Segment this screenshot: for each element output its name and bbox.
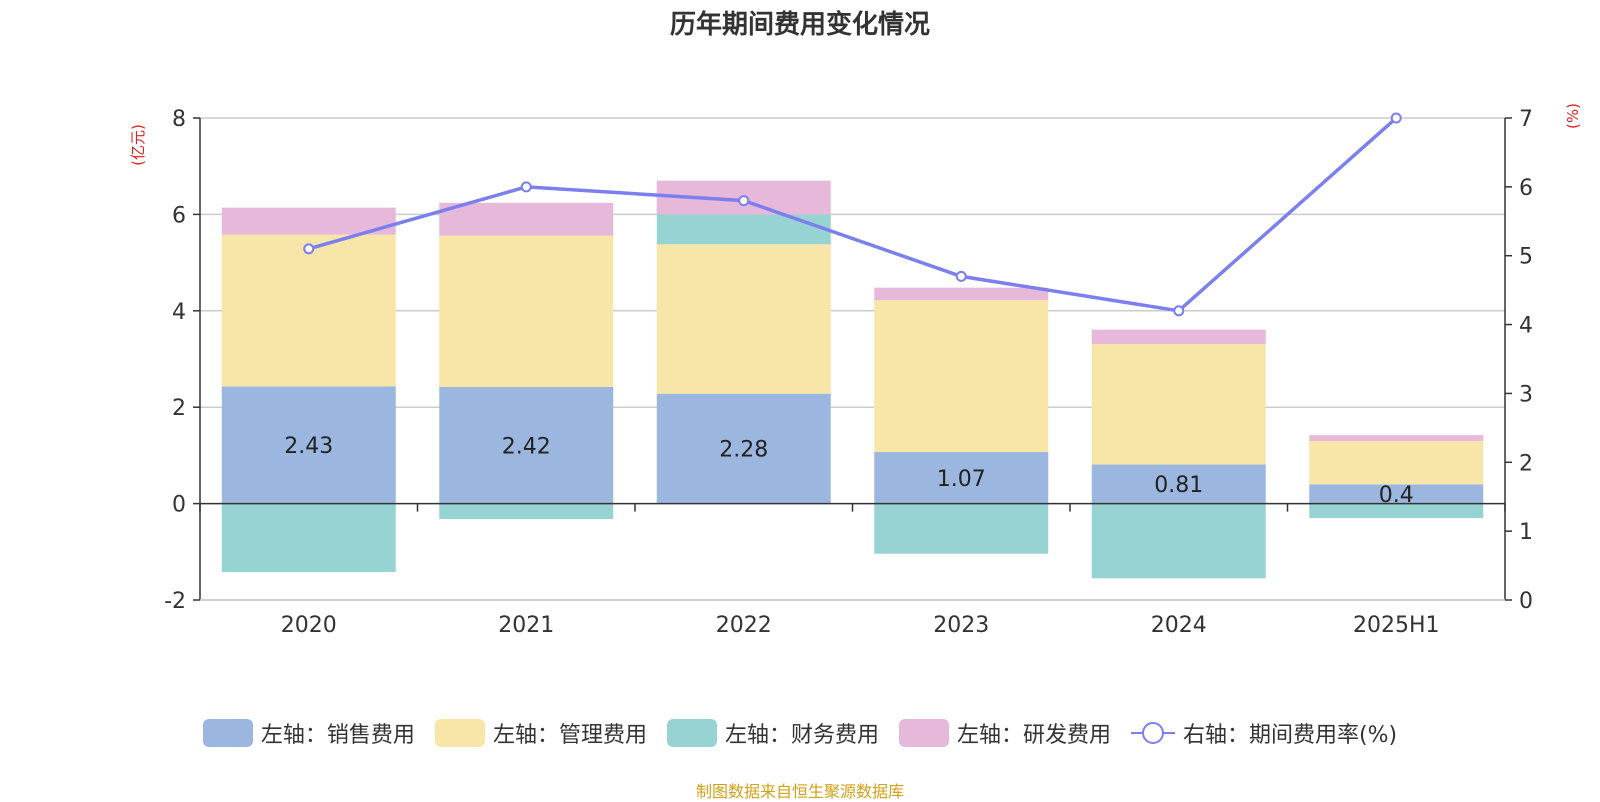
x-axis-tick-label: 2023 bbox=[933, 613, 989, 638]
right-axis-tick-label: 2 bbox=[1519, 451, 1533, 476]
x-axis-tick-label: 2022 bbox=[716, 613, 772, 638]
rate-point-2023 bbox=[955, 270, 967, 282]
bar-4-2020 bbox=[221, 207, 396, 235]
data-source-footer: 制图数据来自恒生聚源数据库 bbox=[695, 782, 904, 801]
legend-label: 左轴：财务费用 bbox=[724, 723, 879, 748]
legend-swatch-icon bbox=[666, 719, 717, 747]
chart-title: 历年期间费用变化情况 bbox=[669, 10, 930, 40]
bar-2-2022 bbox=[656, 244, 831, 394]
left-axis-unit-label: (亿元) bbox=[129, 124, 147, 166]
right-axis-tick-label: 5 bbox=[1519, 245, 1533, 270]
rate-line bbox=[308, 116, 1398, 313]
right-axis-tick-label: 3 bbox=[1519, 382, 1533, 407]
data-labels: 2.43 2.42 2.28 1.07 0.81 0.4 bbox=[284, 434, 1413, 508]
data-label: 2.42 bbox=[502, 434, 551, 459]
legend-swatch-icon bbox=[898, 719, 949, 747]
bar-3-2025H1 bbox=[1309, 503, 1484, 519]
left-axis-tick-label: 2 bbox=[172, 396, 186, 421]
bar-3-2021 bbox=[439, 503, 614, 520]
bar-4-2024 bbox=[1091, 329, 1266, 345]
x-axis-tick-label: 2021 bbox=[498, 613, 554, 638]
legend-swatch-icon bbox=[202, 719, 253, 747]
x-axis-tick-label: 2024 bbox=[1151, 613, 1207, 638]
bar-3-2023 bbox=[874, 503, 1049, 554]
bar-2-2023 bbox=[874, 300, 1049, 453]
left-axis-tick-label: -2 bbox=[164, 589, 186, 614]
legend-swatch-icon bbox=[434, 719, 485, 747]
right-axis-tick-label: 7 bbox=[1519, 107, 1533, 132]
bar-3-2024 bbox=[1091, 503, 1266, 579]
left-axis-tick-label: 6 bbox=[172, 203, 186, 228]
left-axis-tick-label: 8 bbox=[172, 107, 186, 132]
right-axis-tick-label: 6 bbox=[1519, 176, 1533, 201]
x-axis-tick-label: 2025H1 bbox=[1353, 613, 1440, 638]
bar-3-2022 bbox=[656, 214, 831, 245]
bar-2-2025H1 bbox=[1309, 440, 1484, 485]
bar-1-2022 bbox=[656, 393, 831, 504]
rate-point-2022 bbox=[738, 195, 750, 207]
axes: -2 0 2 4 6 8 0 1 2 3 4 5 6 7 2020 2021 2022 2023 2024 2025H… bbox=[164, 107, 1533, 638]
legend-line-marker-icon bbox=[1130, 719, 1175, 747]
right-axis-tick-label: 4 bbox=[1519, 314, 1533, 339]
legend-label: 右轴：期间费用率(%) bbox=[1182, 723, 1398, 748]
data-label: 2.28 bbox=[719, 438, 768, 463]
bar-1-2023 bbox=[874, 452, 1049, 504]
legend-label: 左轴：销售费用 bbox=[260, 723, 415, 748]
rate-line-group bbox=[303, 112, 1402, 317]
x-axis-tick-label: 2020 bbox=[281, 613, 337, 638]
rate-point-2020 bbox=[303, 243, 315, 255]
legend-item-2[interactable]: 左轴：管理费用 bbox=[434, 717, 647, 749]
legend: 左轴：销售费用 左轴：管理费用 左轴：财务费用 左轴：研发费用 右轴：期间费用率(%) bbox=[0, 717, 1600, 749]
right-axis-tick-label: 1 bbox=[1519, 520, 1533, 545]
bar-2-2024 bbox=[1091, 344, 1266, 465]
left-axis-tick-label: 4 bbox=[172, 300, 186, 325]
legend-item-4[interactable]: 左轴：研发费用 bbox=[898, 717, 1111, 749]
bar-4-2021 bbox=[439, 202, 614, 236]
data-label: 2.43 bbox=[284, 434, 333, 459]
bar-4-2023 bbox=[874, 287, 1049, 301]
legend-label: 左轴：研发费用 bbox=[956, 723, 1111, 748]
bar-1-2020 bbox=[221, 386, 396, 504]
bar-2-2020 bbox=[221, 234, 396, 387]
bar-3-2020 bbox=[221, 503, 396, 573]
rate-point-2024 bbox=[1173, 305, 1185, 317]
bar-2-2021 bbox=[439, 235, 614, 387]
rate-point-2025H1 bbox=[1390, 112, 1402, 124]
bar-4-2025H1 bbox=[1309, 435, 1484, 441]
rate-point-2021 bbox=[520, 181, 532, 193]
legend-item-1[interactable]: 左轴：销售费用 bbox=[202, 717, 415, 749]
left-axis-tick-label: 0 bbox=[172, 493, 186, 518]
bar-1-2025H1 bbox=[1309, 484, 1484, 504]
right-axis-unit-label: (%) bbox=[1564, 103, 1582, 129]
right-axis-tick-label: 0 bbox=[1519, 589, 1533, 614]
data-label: 1.07 bbox=[937, 467, 986, 492]
bar-1-2021 bbox=[439, 386, 614, 504]
bar-1-2024 bbox=[1091, 464, 1266, 504]
legend-item-5[interactable]: 右轴：期间费用率(%) bbox=[1130, 717, 1398, 749]
legend-label: 左轴：管理费用 bbox=[492, 723, 647, 748]
data-label: 0.81 bbox=[1154, 473, 1203, 498]
data-label: 0.4 bbox=[1379, 483, 1414, 508]
legend-item-3[interactable]: 左轴：财务费用 bbox=[666, 717, 879, 749]
